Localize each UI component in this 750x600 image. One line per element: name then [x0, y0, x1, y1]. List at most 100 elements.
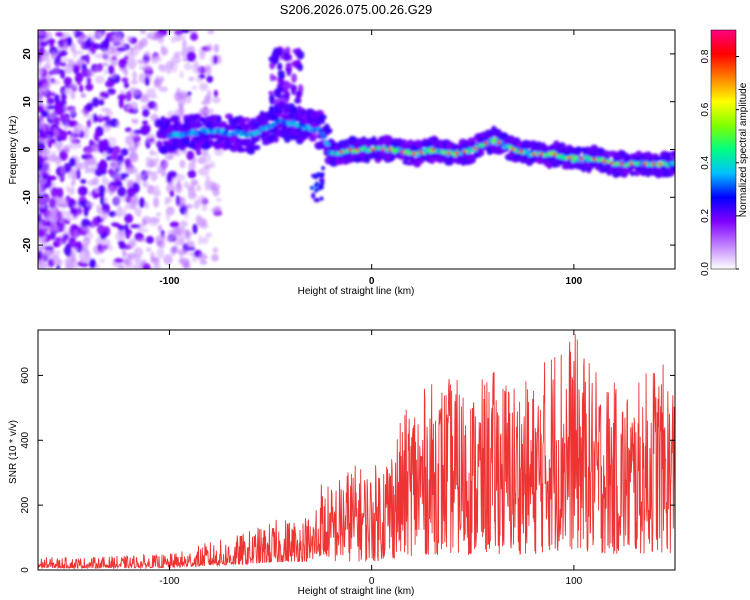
spectrogram-cell — [87, 179, 97, 186]
y-tick-label: -20 — [22, 237, 33, 252]
spectrogram-ridge — [156, 101, 675, 203]
spectrogram-cell — [117, 233, 126, 243]
spectrogram-cell — [354, 148, 360, 151]
spectrogram-cell — [291, 73, 297, 83]
y-tick-label: 0 — [20, 567, 31, 573]
spectrogram-cell — [88, 258, 97, 269]
spectrogram-cell — [602, 160, 607, 163]
spectrogram-cell — [41, 250, 52, 256]
spectrogram-cell — [191, 85, 198, 90]
spectrogram-cell — [196, 184, 202, 192]
spectrogram-cell — [156, 140, 163, 149]
spectrogram-cell — [170, 115, 180, 121]
spectrogram-cell — [38, 214, 42, 223]
spectrogram-cell — [84, 39, 90, 51]
spectrogram-cell — [84, 249, 91, 261]
spectrogram-cell — [124, 264, 134, 269]
spectrogram-cell — [591, 157, 597, 161]
spectrogram-cell — [567, 156, 572, 160]
spectrogram-cell — [94, 168, 104, 177]
spectrogram-cell — [74, 74, 80, 83]
spectrogram-cell — [174, 30, 184, 36]
spectrogram-cell — [207, 30, 215, 35]
spectrogram-cell — [153, 102, 159, 112]
spectrogram-cell — [68, 237, 76, 248]
y-tick-label: -10 — [22, 190, 33, 205]
spectrogram-cell — [83, 128, 89, 139]
spectrogram-cell — [86, 102, 94, 112]
spectrogram-cell — [117, 224, 125, 231]
spectrogram-cell — [55, 61, 60, 71]
spectrogram-cell — [166, 69, 172, 74]
spectrogram-cell — [133, 247, 144, 258]
spectrogram-cell — [642, 162, 648, 166]
y-tick-label: 600 — [20, 367, 31, 384]
spectrogram-cell — [185, 228, 190, 239]
spectrogram-cell — [185, 240, 195, 250]
spectrogram-cell — [95, 31, 103, 39]
spectrogram-cell — [81, 68, 86, 78]
spectrogram-cell — [210, 183, 221, 191]
spectrogram-cell — [157, 64, 164, 70]
spectrogram-marks — [38, 30, 675, 269]
spectrogram-cell — [183, 181, 189, 188]
spectrogram-cell — [82, 200, 87, 209]
spectrogram-cell — [45, 74, 52, 82]
spectrogram-cell — [52, 241, 60, 248]
spectrogram-cell — [579, 157, 584, 161]
spectrogram-cell — [253, 144, 261, 151]
spectrogram-cell — [285, 91, 291, 99]
spectrogram-cell — [41, 110, 50, 118]
spectrogram-cell — [82, 236, 91, 246]
spectrogram-cell — [87, 166, 96, 174]
spectrogram-cell — [38, 245, 45, 252]
spectrogram-cell — [67, 58, 75, 68]
chart-title: S206.2026.075.00.26.G29 — [280, 2, 433, 17]
spectrogram-cell — [127, 146, 137, 152]
spectrogram-cell — [198, 252, 207, 263]
spectrogram-cell — [42, 64, 51, 71]
spectrogram-cell — [165, 210, 171, 222]
spectrogram-cell — [86, 119, 92, 128]
spectrogram-cell — [79, 161, 88, 169]
spectrogram-cell — [204, 94, 210, 102]
spectrogram-cell — [44, 227, 52, 235]
spectrogram-cell — [56, 264, 61, 269]
spectrogram-cell — [236, 130, 241, 135]
spectrogram-y-label: Frequency (Hz) — [8, 116, 19, 185]
spectrogram-cell — [209, 161, 216, 168]
spectrogram-cell — [190, 140, 197, 150]
spectrogram-cell — [130, 79, 139, 85]
spectrogram-cell — [297, 63, 303, 72]
spectrogram-cell — [63, 162, 72, 173]
spectrogram-cell — [152, 151, 159, 157]
spectrogram-cell — [198, 235, 203, 246]
spectrogram-cell — [156, 169, 166, 174]
spectrogram-cell — [480, 143, 485, 148]
spectrogram-cell — [191, 256, 197, 263]
spectrogram-cell — [531, 152, 536, 156]
spectrogram-cell — [131, 88, 141, 96]
spectrogram-cell — [213, 205, 222, 216]
spectrogram-cell — [164, 196, 173, 203]
spectrogram-cell — [117, 240, 126, 246]
spectrogram-cell — [318, 173, 323, 178]
spectrogram-cell — [213, 43, 220, 53]
spectrogram-cell — [149, 137, 155, 143]
spectrogram-cell — [56, 45, 62, 53]
spectrogram-cell — [123, 55, 129, 61]
spectrogram-cell — [184, 209, 189, 220]
spectrogram-cell — [54, 249, 61, 255]
spectrogram-cell — [175, 194, 180, 206]
colorbar-ticks: 0.0 0.2 0.4 0.6 0.8 — [700, 49, 739, 276]
spectrogram-cell — [150, 171, 158, 182]
spectrogram-cell — [525, 150, 531, 154]
spectrogram-cell — [571, 158, 576, 163]
spectrogram-cell — [129, 47, 134, 52]
spectrogram-cell — [170, 36, 177, 44]
spectrogram-cell — [72, 127, 79, 134]
spectrogram-cell — [58, 128, 63, 140]
spectrogram-cell — [167, 170, 178, 178]
spectrogram-cell — [38, 185, 44, 190]
